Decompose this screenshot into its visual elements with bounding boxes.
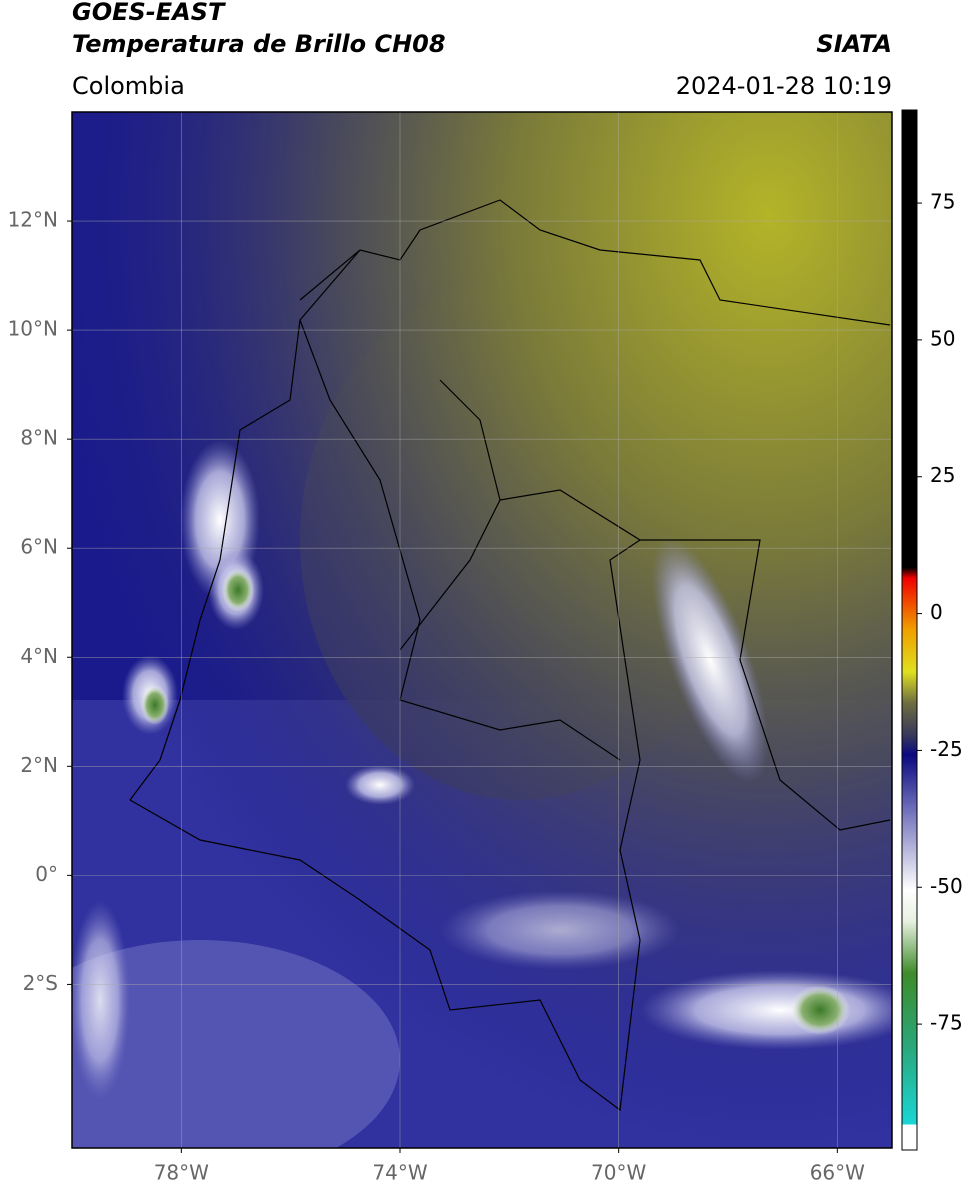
lat-tick-label: 0° <box>35 862 58 886</box>
colorbar-tick-label: 0 <box>930 600 943 624</box>
lat-tick-label: 8°N <box>20 426 58 450</box>
lat-tick-label: 12°N <box>8 208 58 232</box>
colorbar-tick-label: -50 <box>930 874 963 898</box>
lon-tick-label: 74°W <box>372 1161 427 1185</box>
lat-tick-label: 6°N <box>20 535 58 559</box>
colorbar-tick-label: -75 <box>930 1011 963 1035</box>
timestamp: 2024-01-28 10:19 <box>676 72 892 100</box>
colorbar-tick-label: 75 <box>930 190 955 214</box>
lat-tick-label: 10°N <box>8 317 58 341</box>
lat-tick-label: 2°S <box>23 971 58 995</box>
colorbar-tick-label: 25 <box>930 463 955 487</box>
lon-tick-label: 78°W <box>154 1161 209 1185</box>
colorbar <box>901 109 918 1151</box>
lon-tick-label: 66°W <box>810 1161 865 1185</box>
colorbar-tick-label: 50 <box>930 326 955 350</box>
title: GOES-EAST <box>72 0 226 26</box>
source: SIATA <box>816 30 892 58</box>
colorbar-tick-label: -25 <box>930 737 963 761</box>
grid <box>72 112 892 1148</box>
satellite-image <box>72 112 892 1148</box>
map-frame <box>71 111 893 1149</box>
lat-tick-label: 4°N <box>20 644 58 668</box>
region: Colombia <box>72 72 185 100</box>
lat-tick-label: 2°N <box>20 753 58 777</box>
subtitle: Temperatura de Brillo CH08 <box>72 30 446 58</box>
lon-tick-label: 70°W <box>591 1161 646 1185</box>
